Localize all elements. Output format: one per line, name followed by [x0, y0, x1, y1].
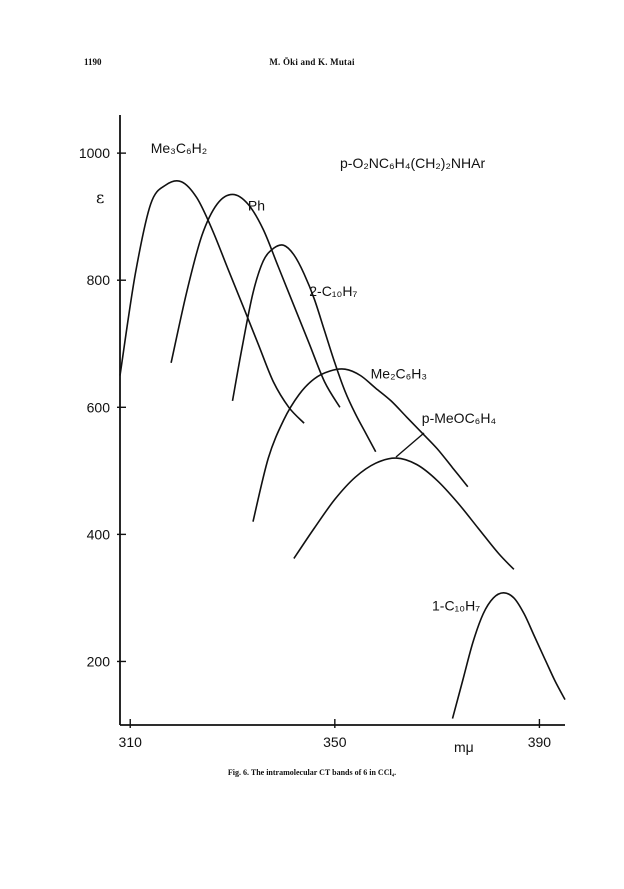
series-label-2-naphthyl: 2-C₁₀H₇ — [309, 283, 357, 299]
series-label-xylyl: Me₂C₆H₃ — [371, 366, 427, 382]
series-line-mesityl — [119, 179, 305, 424]
x-tick-label: 310 — [119, 734, 143, 750]
x-tick-label: 390 — [528, 734, 552, 750]
series-line-2-naphthyl — [231, 244, 377, 453]
ticks: 200 400 600 800 1000 310 350 390 — [79, 145, 551, 750]
y-axis-label: ε — [96, 188, 104, 207]
series-label-phenyl: Ph — [248, 197, 265, 213]
series-line-1-naphthyl — [451, 591, 566, 719]
y-tick-label: 600 — [87, 399, 111, 415]
axes — [119, 115, 565, 726]
series-label-p-methoxyphenyl: p-MeOC₆H₄ — [422, 410, 497, 426]
chart-title: p-O₂NC₆H₄(CH₂)₂NHAr — [340, 155, 485, 171]
y-tick-label: 1000 — [79, 145, 110, 161]
page-number: 1190 — [84, 57, 102, 67]
x-tick-label: 350 — [323, 734, 347, 750]
series-line-xylyl — [252, 368, 469, 522]
series-line-phenyl — [170, 193, 341, 408]
x-axis-label: mμ — [454, 739, 474, 755]
running-header: M. Ōki and K. Mutai — [269, 57, 355, 67]
series-line-p-methoxyphenyl — [293, 457, 515, 570]
y-tick-label: 200 — [87, 653, 111, 669]
series-labels: Me₃C₆H₂ Ph 2-C₁₀H₇ Me₂C₆H₃ p-MeOC₆H₄ 1-C₁₀H₇ — [151, 140, 497, 614]
curves — [119, 179, 566, 719]
label-pointer — [395, 432, 425, 458]
series-label-mesityl: Me₃C₆H₂ — [151, 140, 207, 156]
figure-caption: Fig. 6. The intramolecular CT bands of 6… — [227, 768, 397, 777]
series-label-1-naphthyl: 1-C₁₀H₇ — [432, 598, 480, 614]
y-tick-label: 800 — [87, 272, 111, 288]
y-tick-label: 400 — [87, 526, 111, 542]
